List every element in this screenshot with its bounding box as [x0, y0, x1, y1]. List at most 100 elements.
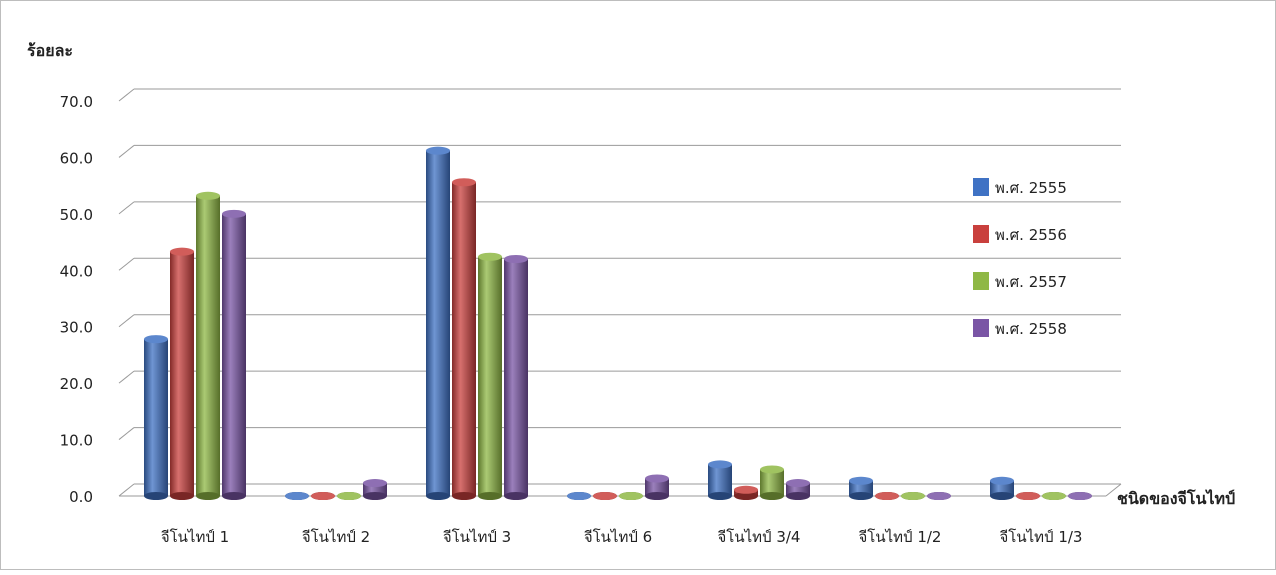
bar-base [849, 492, 873, 500]
y-tick-label: 0.0 [69, 488, 93, 506]
bar-cap [311, 492, 335, 500]
bar-body [144, 339, 168, 496]
bar-cap [875, 492, 899, 500]
bar-cap [452, 178, 476, 187]
bar [567, 492, 591, 500]
bar-cap [849, 476, 873, 485]
x-axis-depth [1105, 483, 1122, 497]
bar-cap [593, 492, 617, 500]
y-tick-label: 10.0 [60, 432, 93, 450]
bar [170, 247, 194, 500]
bar-base [426, 492, 450, 500]
y-tick-label: 20.0 [60, 375, 93, 393]
x-category-label: จีโนไทป์ 3 [443, 528, 512, 546]
bar [927, 492, 951, 500]
bar-body [170, 251, 194, 496]
bar-base [734, 492, 758, 500]
bar [593, 492, 617, 500]
y-tick-label: 60.0 [60, 149, 93, 167]
bar [708, 460, 732, 500]
bar-body [708, 464, 732, 496]
bar [426, 146, 450, 500]
gridline-depth [118, 370, 135, 384]
bar [901, 492, 925, 500]
bar-body [196, 195, 220, 497]
bar [875, 492, 899, 500]
x-category-label: จีโนไทป์ 2 [302, 528, 371, 546]
bar-base [990, 492, 1014, 500]
bar-cap [337, 492, 361, 500]
legend-swatch [973, 178, 989, 196]
bar-body [478, 256, 502, 496]
bar-base [363, 492, 387, 500]
bar-cap [478, 252, 502, 261]
gridline-depth [118, 257, 135, 271]
bar [760, 465, 784, 500]
bar-base [708, 492, 732, 500]
bar-body [645, 478, 669, 496]
bar-cap [734, 485, 758, 494]
bar-cap [645, 474, 669, 483]
bar-cap [901, 492, 925, 500]
bar-body [760, 469, 784, 496]
bar-cap [285, 492, 309, 500]
bar-cap [144, 335, 168, 344]
bar-base [144, 492, 168, 500]
bar-cap [363, 479, 387, 488]
bar [222, 209, 246, 500]
gridline-depth [118, 201, 135, 215]
legend-label: พ.ศ. 2557 [995, 273, 1067, 291]
bar-cap [927, 492, 951, 500]
bar-cap [1016, 492, 1040, 500]
bar-cap [619, 492, 643, 500]
gridline-depth [118, 427, 135, 440]
legend-swatch [973, 225, 989, 243]
gridline-depth [118, 145, 135, 158]
gridline-depth [118, 483, 135, 497]
bar-base [504, 492, 528, 500]
bar-cap [504, 255, 528, 263]
bar-cap [222, 209, 246, 218]
bar-base [170, 492, 194, 500]
bar-cap [170, 247, 194, 256]
y-tick-label: 30.0 [60, 319, 93, 337]
bar [363, 479, 387, 500]
bar-base [786, 492, 810, 500]
bar-base [645, 492, 669, 500]
bar-cap [760, 465, 784, 474]
bar [786, 479, 810, 500]
x-category-label: จีโนไทป์ 3/4 [717, 528, 800, 546]
bar [504, 255, 528, 500]
bar [478, 252, 502, 500]
bar-cap [990, 476, 1014, 485]
gridlines [118, 88, 1122, 497]
bar-body [990, 480, 1014, 496]
x-category-label: จีโนไทป์ 1 [161, 528, 230, 546]
bar [311, 492, 335, 500]
legend-label: พ.ศ. 2555 [995, 179, 1067, 197]
bar [619, 492, 643, 500]
bar [734, 485, 758, 500]
bars [144, 146, 1092, 500]
x-category-label: จีโนไทป์ 1/3 [999, 528, 1082, 546]
x-axis-title: ชนิดของจีโนไทป์ [1117, 488, 1235, 508]
bar [144, 335, 168, 500]
gridline-depth [118, 314, 135, 328]
bar-cap [196, 191, 220, 200]
y-tick-label: 70.0 [60, 93, 93, 111]
bar-cap [567, 492, 591, 500]
y-axis-title: ร้อยละ [27, 41, 73, 60]
y-tick-label: 40.0 [60, 262, 93, 280]
legend: พ.ศ. 2555 พ.ศ. 2556 พ.ศ. 2557 พ.ศ. 2558 [973, 178, 1067, 338]
x-axis-categories: จีโนไทป์ 1 จีโนไทป์ 2 จีโนไทป์ 3 จีโนไทป์ 6… [161, 528, 1083, 546]
bar-cap [426, 146, 450, 155]
bar [1016, 492, 1040, 500]
bar-cap [1042, 492, 1066, 500]
bar-body [504, 259, 528, 496]
x-category-label: จีโนไทป์ 6 [584, 528, 653, 546]
bar [849, 476, 873, 500]
bar-base [222, 492, 246, 500]
y-axis-ticks: 0.0 10.0 20.0 30.0 40.0 50.0 60.0 70.0 [60, 93, 93, 506]
bar [1068, 492, 1092, 500]
